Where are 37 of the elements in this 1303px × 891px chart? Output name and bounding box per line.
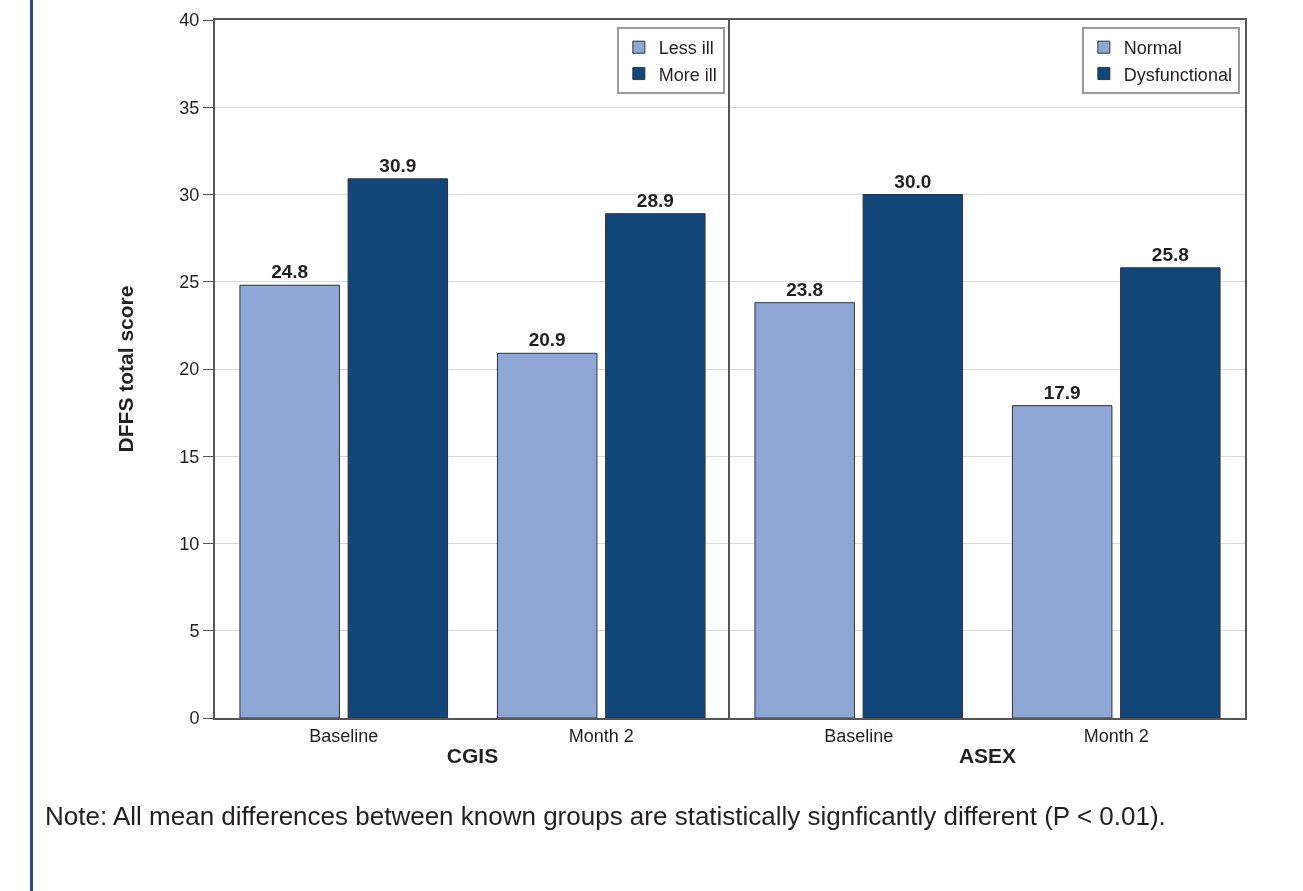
bar xyxy=(1011,405,1113,718)
y-tick-label: 5 xyxy=(189,621,200,642)
data-label: 23.8 xyxy=(786,278,824,300)
y-tick-label: 20 xyxy=(179,359,200,380)
x-axis-title: ASEX xyxy=(958,744,1017,768)
legend-label: Dysfunctional xyxy=(1123,64,1232,85)
data-label: 20.9 xyxy=(528,329,566,351)
y-tick-label: 40 xyxy=(179,10,200,31)
bar xyxy=(754,302,855,718)
text: Note: All mean differences between known groups are statistically signficantly different (P < 0.01). xyxy=(45,800,1167,832)
bar xyxy=(239,284,340,718)
y-tick-label: 15 xyxy=(179,446,200,467)
x-tick-label: Baseline xyxy=(824,725,894,746)
y-tick-label: 10 xyxy=(179,533,200,554)
y-tick-label: 25 xyxy=(179,272,200,293)
x-tick-label: Month 2 xyxy=(568,725,634,746)
data-label: 17.9 xyxy=(1043,381,1081,403)
bar xyxy=(862,194,964,718)
bar xyxy=(496,352,598,718)
y-tick-label: 0 xyxy=(189,708,200,729)
data-label: 24.8 xyxy=(271,261,309,283)
legend-label: Less ill xyxy=(658,38,714,59)
y-tick-label: 30 xyxy=(179,184,200,205)
legend-label: Normal xyxy=(1123,38,1182,59)
y-tick-label: 35 xyxy=(179,97,200,118)
y-axis-title: DFFS total score xyxy=(114,285,138,453)
x-tick-label: Baseline xyxy=(309,725,379,746)
x-axis-title: CGIS xyxy=(446,744,499,768)
bar xyxy=(347,178,449,718)
data-label: 30.9 xyxy=(379,154,417,176)
bar xyxy=(605,213,706,718)
bar xyxy=(1120,267,1221,718)
x-tick-label: Month 2 xyxy=(1083,725,1149,746)
data-label: 28.9 xyxy=(636,189,674,211)
legend-label: More ill xyxy=(658,64,717,85)
data-label: 25.8 xyxy=(1151,243,1189,265)
data-label: 30.0 xyxy=(894,170,932,192)
